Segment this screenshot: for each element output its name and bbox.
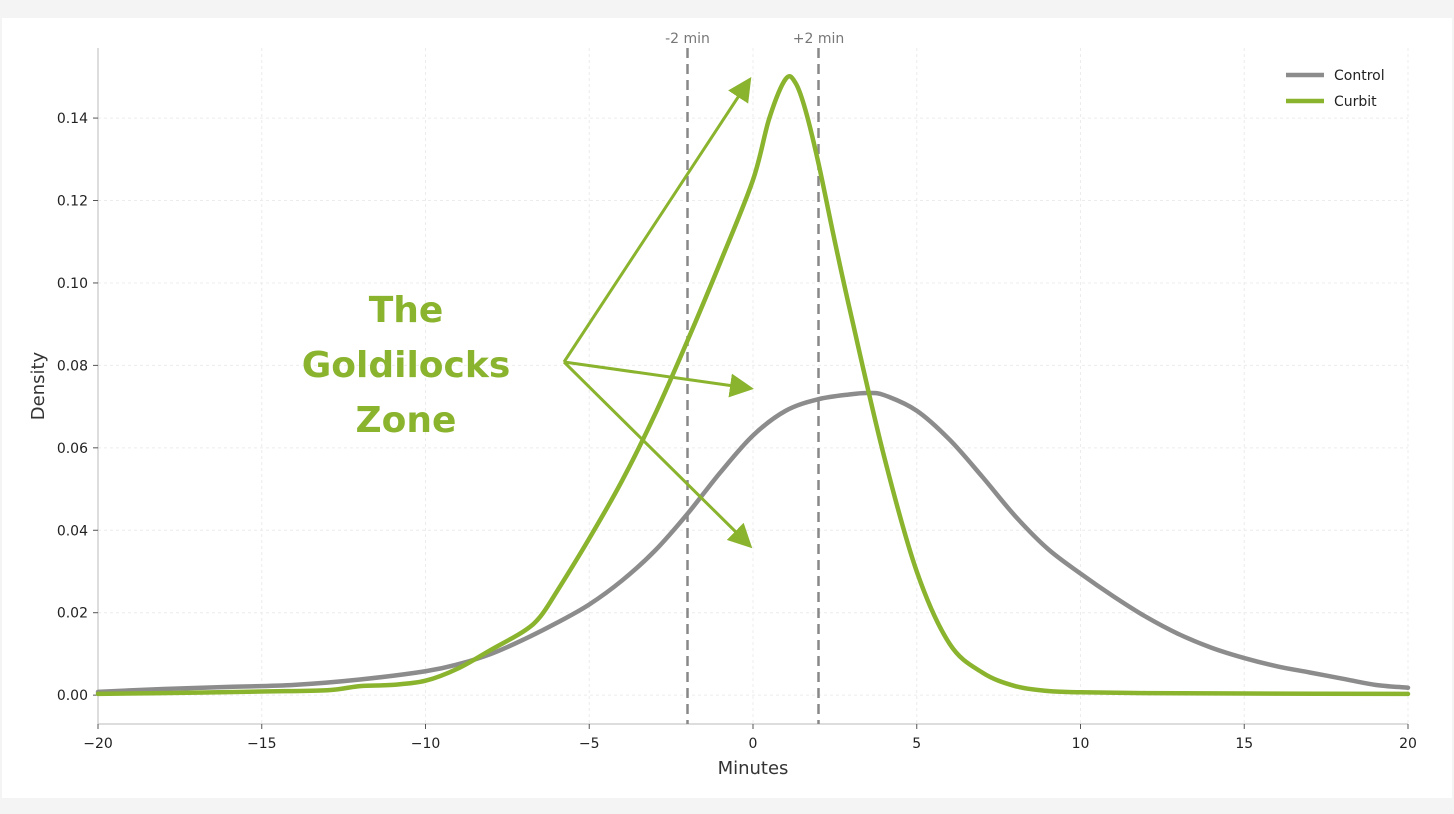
x-tick-label: −15 — [247, 736, 277, 752]
x-tick-label: 5 — [912, 736, 921, 752]
legend: Control Curbit — [1286, 68, 1385, 110]
series-lines — [95, 74, 1411, 697]
reference-line-label: +2 min — [793, 31, 845, 47]
reference-line-label: -2 min — [665, 31, 710, 47]
x-tick-label: 15 — [1235, 736, 1253, 752]
annotation-text-line: Zone — [356, 400, 457, 441]
annotation-text-line: The — [369, 290, 444, 331]
y-tick-label: 0.06 — [57, 441, 88, 457]
x-tick-label: 0 — [749, 736, 758, 752]
legend-label: Curbit — [1334, 94, 1377, 110]
chart-frame: −20 −15 −10 −5 0 5 10 15 20 0.00 0.02 0.04 0.06 0.08 0… — [2, 18, 1452, 798]
y-tick-label: 0.00 — [57, 688, 88, 704]
y-tick-label: 0.12 — [57, 194, 88, 210]
x-tick-label: 20 — [1399, 736, 1417, 752]
annotation-arrow — [562, 76, 752, 363]
series-line-curbit — [95, 74, 1411, 697]
x-tick-label: −20 — [83, 736, 113, 752]
x-tick-label: −5 — [579, 736, 600, 752]
density-chart: −20 −15 −10 −5 0 5 10 15 20 0.00 0.02 0.04 0.06 0.08 0… — [28, 31, 1417, 779]
series-line-control — [95, 390, 1411, 695]
y-tick-label: 0.02 — [57, 606, 88, 622]
axes: −20 −15 −10 −5 0 5 10 15 20 0.00 0.02 0.04 0.06 0.08 0… — [57, 48, 1417, 752]
x-tick-label: −10 — [411, 736, 441, 752]
y-tick-label: 0.14 — [57, 111, 88, 127]
annotation: The Goldilocks Zone — [302, 76, 754, 549]
y-tick-label: 0.04 — [57, 523, 88, 539]
y-axis-label: Density — [28, 351, 49, 420]
legend-label: Control — [1334, 68, 1385, 84]
x-tick-label: 10 — [1072, 736, 1090, 752]
annotation-arrow — [562, 360, 753, 549]
annotation-text-line: Goldilocks — [302, 345, 511, 386]
reference-lines: -2 min +2 min — [665, 31, 844, 724]
y-tick-label: 0.08 — [57, 358, 88, 374]
grid — [97, 48, 1409, 724]
x-axis-label: Minutes — [718, 758, 789, 779]
y-tick-label: 0.10 — [57, 276, 88, 292]
annotation-arrow — [563, 360, 754, 398]
